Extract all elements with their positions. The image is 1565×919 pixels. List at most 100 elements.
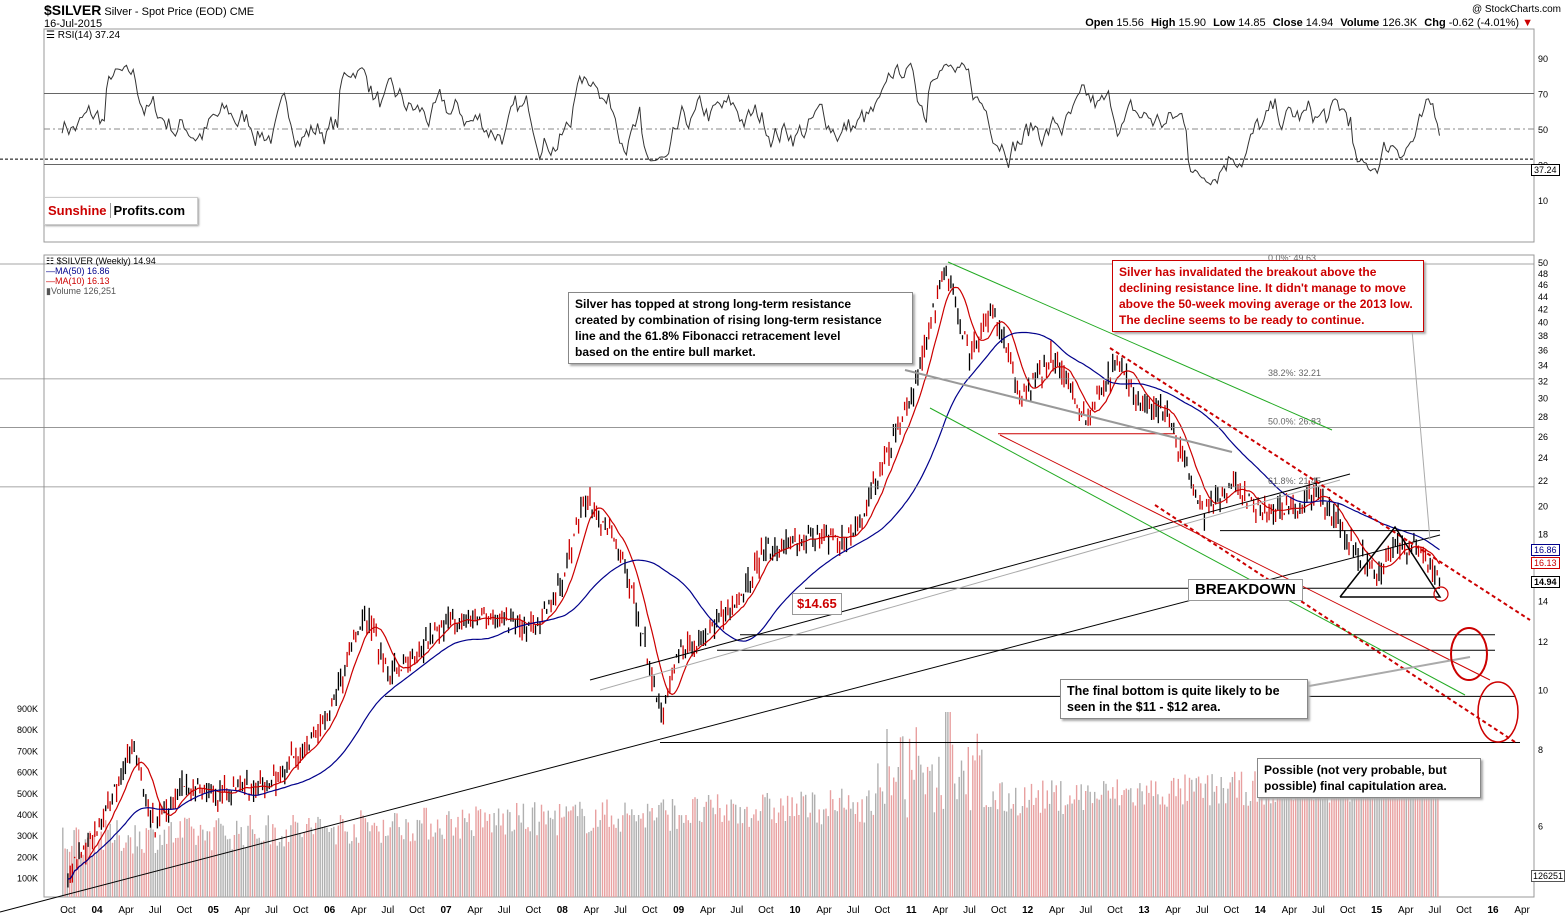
volume-bar: [1028, 799, 1030, 897]
volume-bar: [669, 830, 671, 897]
volume-bar: [881, 791, 884, 897]
volume-bar: [999, 783, 1001, 897]
ticker-description: Silver - Spot Price (EOD): [104, 6, 227, 18]
volume-bar: [1150, 780, 1152, 897]
volume-bar: [430, 823, 432, 897]
volume-bar: [606, 799, 608, 897]
volume-axis-tick: 100K: [17, 874, 38, 884]
volume-bar: [1091, 803, 1094, 897]
volume-bar: [827, 816, 829, 897]
volume-bar: [1344, 784, 1347, 897]
volume-bar: [656, 817, 658, 897]
volume-bar: [958, 776, 960, 897]
x-axis-label: 09: [673, 905, 685, 916]
volume-bar: [972, 755, 974, 897]
volume-bar: [1089, 791, 1091, 897]
volume-bar: [105, 820, 107, 897]
volume-bar: [129, 837, 132, 897]
volume-bar: [1109, 798, 1112, 897]
exchange-label: CME: [229, 6, 255, 18]
volume-bar: [662, 799, 665, 897]
volume-bar: [109, 823, 111, 897]
volume-bar: [793, 816, 796, 897]
annotation-capitulation-line: possible) final capitulation area.: [1264, 779, 1447, 793]
volume-bar: [163, 829, 166, 897]
x-axis-label: Jul: [614, 905, 627, 916]
volume-bar: [1139, 783, 1141, 897]
volume-bar: [484, 812, 486, 897]
volume-bar: [529, 831, 531, 897]
volume-bar: [730, 799, 732, 897]
volume-bar: [1369, 785, 1371, 897]
price-axis-tick: 8: [1538, 745, 1543, 755]
volume-bar: [1292, 799, 1295, 897]
rsi-frame: [43, 28, 1535, 243]
sunshine-profits-logo: Sunshine Profits.com: [44, 197, 198, 225]
volume-bar: [1324, 792, 1326, 897]
declining-resistance-line: [1109, 347, 1531, 621]
x-axis-label: 16: [1487, 905, 1499, 916]
volume-bar: [145, 828, 147, 897]
x-axis-label: Jul: [1312, 905, 1325, 916]
volume-bar: [759, 811, 762, 897]
volume-bar: [450, 819, 452, 897]
volume-bar: [172, 842, 175, 897]
volume-bar: [1222, 788, 1225, 897]
volume-bar: [439, 828, 441, 897]
volume-bar: [719, 808, 721, 897]
volume-bar: [590, 830, 592, 897]
volume-bar: [1206, 775, 1209, 897]
price-axis-tick: 30: [1538, 394, 1548, 404]
volume-bar: [1274, 801, 1277, 897]
volume-bar: [1051, 780, 1053, 897]
volume-bar: [120, 850, 123, 897]
volume-bar: [807, 817, 809, 897]
volume-bar: [1285, 770, 1288, 897]
breakdown-label: BREAKDOWN: [1188, 579, 1303, 601]
volume-bar: [875, 793, 877, 897]
volume-bar: [1213, 791, 1216, 897]
x-axis-label: Apr: [467, 905, 483, 916]
volume-bar: [866, 796, 868, 897]
volume-bar: [423, 807, 425, 897]
volume-bar: [1376, 785, 1378, 897]
volume-bar: [66, 849, 68, 897]
volume-bar: [762, 794, 764, 897]
volume-bar: [328, 832, 330, 897]
price-axis-tick: 22: [1538, 476, 1548, 486]
volume-bar: [985, 805, 987, 897]
volume-bar: [685, 815, 687, 897]
volume-bar: [1024, 787, 1026, 897]
volume-bar: [1177, 778, 1179, 897]
volume-bar: [992, 791, 994, 897]
volume-bar: [942, 808, 945, 897]
volume-bar: [324, 826, 326, 897]
volume-bar: [1358, 792, 1360, 897]
volume-bar: [102, 849, 105, 897]
volume-bar: [764, 797, 766, 897]
lower-channel-line: [929, 407, 1466, 696]
volume-bar: [624, 802, 626, 897]
volume-bar: [412, 833, 414, 897]
volume-bar: [434, 832, 437, 897]
volume-bar: [1249, 801, 1252, 897]
volume-bar: [739, 807, 741, 897]
volume-bar: [888, 766, 890, 897]
volume-bar: [558, 804, 561, 897]
volume-bar: [1078, 799, 1080, 897]
volume-bar: [1229, 782, 1231, 897]
low-price-label: $14.65: [792, 593, 842, 615]
volume-bar: [601, 802, 604, 897]
volume-bar: [1272, 775, 1274, 897]
volume-bar: [902, 736, 904, 897]
volume-bar: [926, 766, 929, 897]
volume-bar: [1017, 815, 1019, 897]
volume-bar: [676, 828, 678, 897]
volume-bar: [93, 834, 96, 897]
high-label: High: [1150, 17, 1176, 29]
volume-bar: [1308, 772, 1310, 897]
volume-bar: [516, 803, 518, 897]
volume-bar: [852, 802, 854, 897]
volume-bar: [181, 837, 184, 897]
volume-bar: [1236, 797, 1238, 897]
